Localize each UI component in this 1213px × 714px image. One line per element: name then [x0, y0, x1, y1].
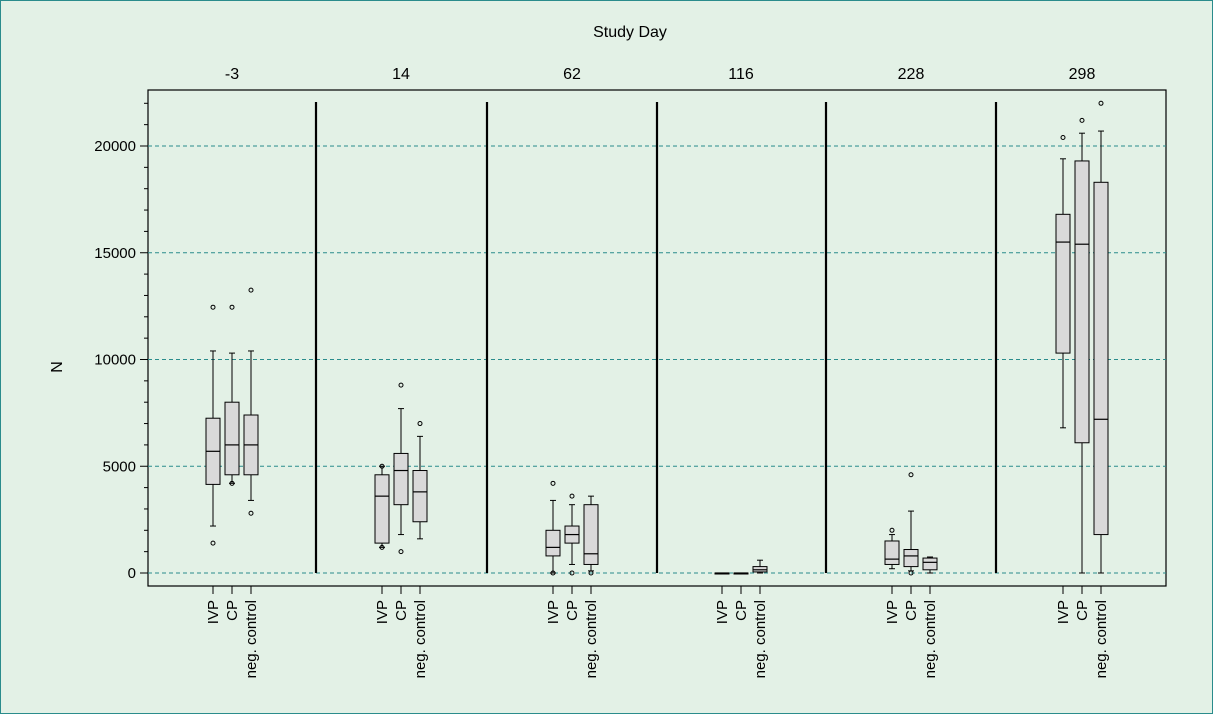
y-tick-label: 20000	[94, 138, 136, 155]
outlier-point	[210, 540, 216, 546]
x-category-label-neg-control: neg. control	[752, 600, 769, 678]
y-tick-label: 10000	[94, 352, 136, 369]
panel-day-label: -3	[225, 66, 239, 83]
y-tick-label: 5000	[103, 458, 136, 475]
panel-day-label: 298	[1069, 66, 1096, 83]
box-cp	[393, 452, 409, 506]
box-neg-control	[1093, 181, 1109, 536]
y-tick-label: 0	[128, 565, 136, 582]
box-neg-control	[583, 504, 599, 565]
box-ivp	[884, 540, 900, 565]
box-ivp	[1055, 213, 1071, 354]
x-category-label-neg-control: neg. control	[412, 600, 429, 678]
outlier-point	[550, 570, 556, 576]
outlier-point	[1060, 134, 1066, 140]
box-cp	[224, 401, 240, 476]
outlier-point	[379, 544, 385, 550]
outlier-point	[229, 304, 235, 310]
x-category-label-neg-control: neg. control	[243, 600, 260, 678]
x-category-label-ivp: IVP	[545, 600, 562, 624]
x-category-label-cp: CP	[224, 600, 241, 621]
outlier-point	[908, 570, 914, 576]
outlier-point	[248, 287, 254, 293]
panel-day-label: 228	[898, 66, 925, 83]
x-category-label-cp: CP	[903, 600, 920, 621]
x-category-label-cp: CP	[733, 600, 750, 621]
outlier-point	[1098, 100, 1104, 106]
outlier-point	[569, 493, 575, 499]
chart-title: Study Day	[593, 24, 667, 41]
outlier-point	[248, 510, 254, 516]
x-category-label-ivp: IVP	[714, 600, 731, 624]
x-category-label-neg-control: neg. control	[1093, 600, 1110, 678]
box-neg-control	[412, 470, 428, 523]
x-category-label-cp: CP	[393, 600, 410, 621]
box-ivp	[374, 474, 390, 544]
x-category-label-ivp: IVP	[1055, 600, 1072, 624]
outlier-point	[550, 480, 556, 486]
outlier-point	[417, 421, 423, 427]
x-category-label-ivp: IVP	[205, 600, 222, 624]
box-cp	[1074, 160, 1090, 444]
box-cp	[903, 549, 919, 568]
outlier-point	[569, 570, 575, 576]
outlier-point	[379, 463, 385, 469]
x-category-label-ivp: IVP	[374, 600, 391, 624]
outlier-point	[889, 527, 895, 533]
panel-day-label: 14	[392, 66, 410, 83]
outlier-point	[588, 570, 594, 576]
panel-day-label: 116	[728, 66, 754, 83]
x-category-label-cp: CP	[1074, 600, 1091, 621]
outlier-point	[908, 472, 914, 478]
y-axis-label: N	[49, 361, 66, 373]
outlier-point	[398, 549, 404, 555]
x-category-label-cp: CP	[564, 600, 581, 621]
outlier-point	[210, 304, 216, 310]
y-tick-label: 15000	[94, 245, 136, 262]
outlier-point	[398, 382, 404, 388]
x-category-label-ivp: IVP	[884, 600, 901, 624]
x-category-label-neg-control: neg. control	[583, 600, 600, 678]
box-ivp	[545, 529, 561, 557]
outlier-point	[1079, 117, 1085, 123]
outlier-point	[229, 480, 235, 486]
x-category-label-neg-control: neg. control	[922, 600, 939, 678]
box-neg-control	[922, 557, 938, 571]
panel-day-label: 62	[563, 66, 581, 83]
